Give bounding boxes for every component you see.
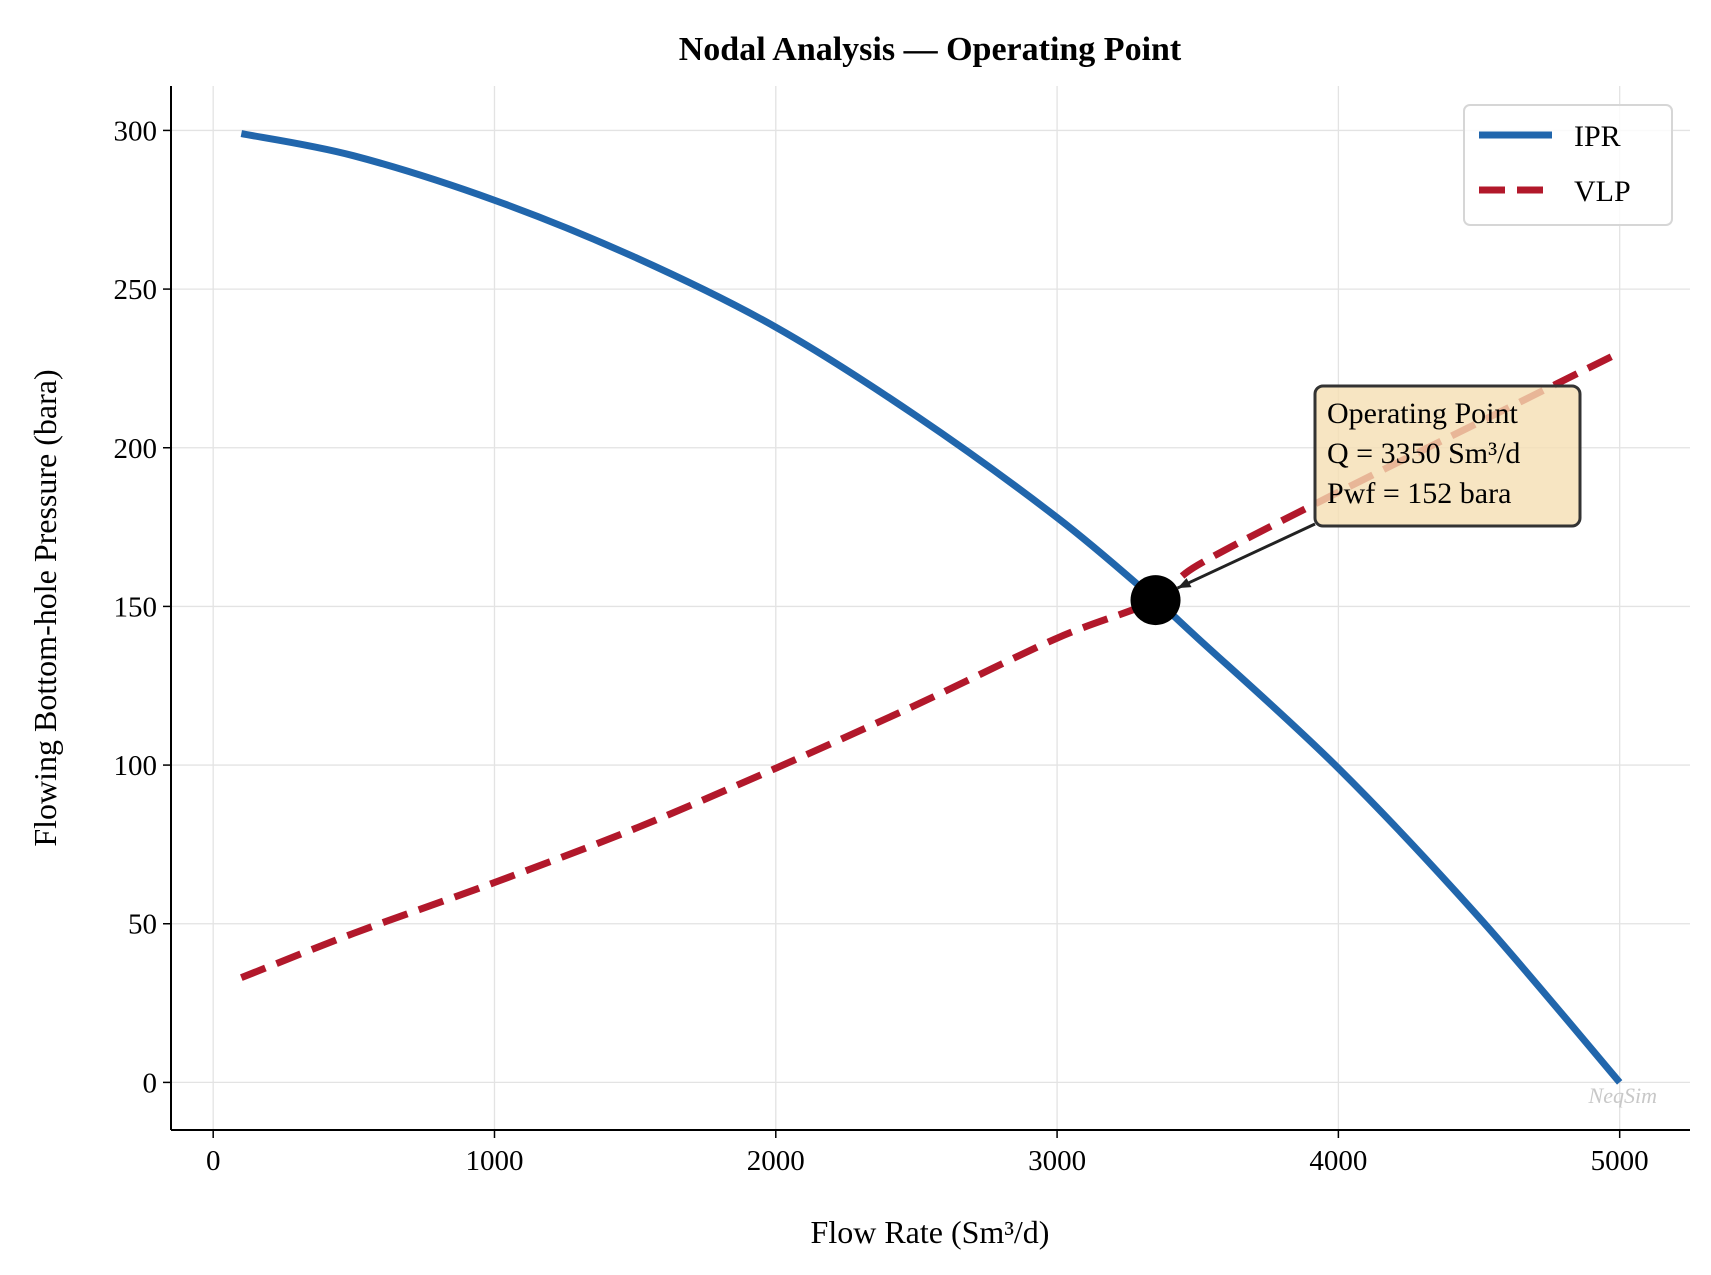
- x-tick-label: 3000: [1028, 1145, 1086, 1177]
- y-tick-label: 300: [114, 115, 158, 147]
- annotation-text: Operating Point: [1327, 397, 1518, 430]
- y-axis-label: Flowing Bottom-hole Pressure (bara): [27, 369, 63, 846]
- x-tick-label: 4000: [1309, 1145, 1367, 1177]
- operating-point-annotation: Operating Point Q = 3350 Sm³/d Pwf = 152 b…: [1130, 384, 1582, 626]
- operating-point-marker: [1130, 575, 1181, 626]
- y-tick-label: 0: [143, 1067, 158, 1099]
- y-tick-label: 150: [114, 591, 158, 623]
- chart-title: Nodal Analysis — Operating Point: [679, 31, 1182, 68]
- axes: 0 1000 2000 3000 4000 5000 0 50 100 150 200 250 300: [114, 86, 1690, 1177]
- legend-box: [1463, 104, 1673, 226]
- annotation-text: Pwf = 152 bara: [1327, 477, 1511, 510]
- x-tick-label: 0: [206, 1145, 221, 1177]
- legend: IPR VLP: [1463, 104, 1673, 226]
- y-tick-label: 50: [128, 909, 157, 941]
- x-tick-label: 2000: [747, 1145, 805, 1177]
- legend-label-ipr: IPR: [1574, 120, 1621, 153]
- series-line-ipr: [240, 130, 1623, 1085]
- y-tick-label: 200: [114, 433, 158, 465]
- x-axis-label: Flow Rate (Sm³/d): [811, 1214, 1050, 1250]
- x-tick-label: 5000: [1591, 1145, 1649, 1177]
- y-tick-label: 100: [114, 750, 158, 782]
- annotation-text: Q = 3350 Sm³/d: [1327, 437, 1520, 470]
- grid: [171, 86, 1690, 1130]
- annotation-box: [1313, 384, 1582, 528]
- y-tick-label: 250: [114, 274, 158, 306]
- x-tick-label: 1000: [465, 1145, 523, 1177]
- series-layer: [240, 130, 1623, 1085]
- watermark: NeqSim: [1588, 1083, 1657, 1108]
- legend-label-vlp: VLP: [1574, 175, 1631, 208]
- annotation-arrowhead: [1177, 578, 1192, 589]
- annotation-arrow: [1176, 522, 1316, 590]
